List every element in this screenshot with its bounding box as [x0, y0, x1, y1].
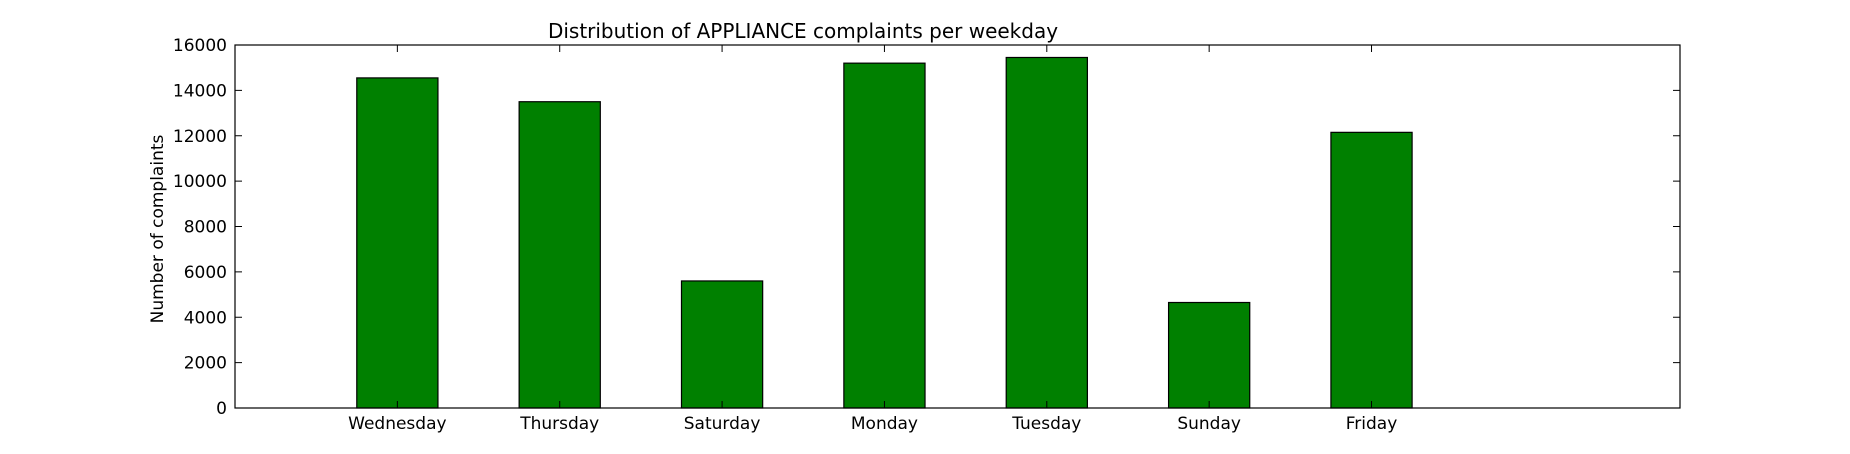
y-tick-label: 0: [216, 399, 227, 419]
y-tick-label: 12000: [173, 127, 227, 147]
y-tick-label: 16000: [173, 36, 227, 56]
x-tick-label: Monday: [851, 414, 918, 434]
y-tick-label: 6000: [184, 263, 227, 283]
y-axis-label: Number of complaints: [148, 134, 168, 323]
y-tick-label: 10000: [173, 172, 227, 192]
plot-area: 0 2000 4000 6000 8000 10000 12000 14000 16000 Wed…: [173, 36, 1681, 434]
y-tick-label: 4000: [184, 308, 227, 328]
x-tick-label: Wednesday: [348, 414, 446, 434]
x-tick-label: Tuesday: [1011, 414, 1081, 434]
bar-thursday: [518, 101, 601, 409]
bar-monday: [843, 62, 926, 409]
x-tick-label: Sunday: [1177, 414, 1241, 434]
bar-sunday: [1167, 301, 1251, 409]
bar-tuesday: [1005, 56, 1088, 409]
bar-friday: [1330, 131, 1413, 409]
x-tick-label: Saturday: [684, 414, 761, 434]
y-tick-label: 8000: [184, 218, 227, 238]
plot-frame: [234, 44, 1681, 409]
x-tick-label: Thursday: [519, 414, 599, 434]
bar-saturday: [680, 280, 764, 409]
y-tick-label: 14000: [173, 81, 227, 101]
y-tick-label: 2000: [184, 354, 227, 374]
bar-wednesday: [356, 77, 439, 409]
x-tick-label: Friday: [1346, 414, 1398, 434]
chart-title: Distribution of APPLIANCE complaints per…: [548, 19, 1058, 43]
